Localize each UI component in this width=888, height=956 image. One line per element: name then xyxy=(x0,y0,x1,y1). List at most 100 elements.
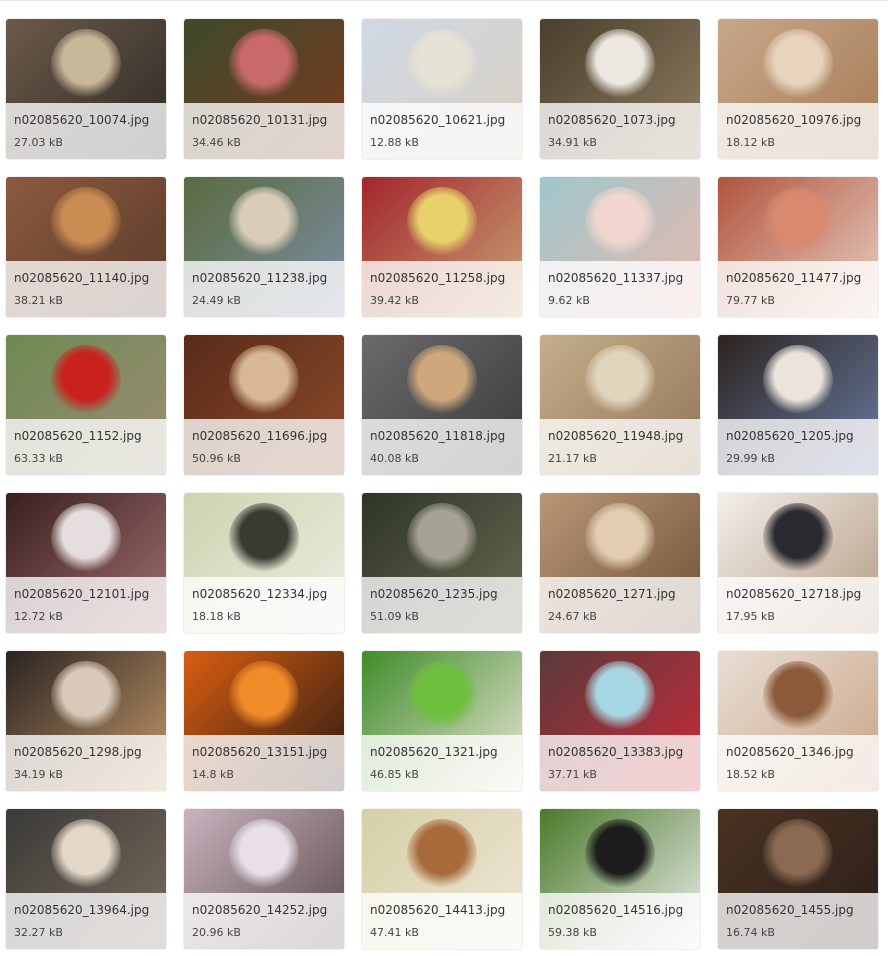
file-size: 18.18 kB xyxy=(192,610,241,623)
gallery-card[interactable]: n02085620_11477.jpg 79.77 kB xyxy=(718,177,878,317)
file-name: n02085620_10131.jpg xyxy=(192,113,328,127)
file-name: n02085620_11818.jpg xyxy=(370,429,506,443)
thumbnail-subject xyxy=(585,819,655,889)
card-caption: n02085620_1321.jpg 46.85 kB xyxy=(362,735,522,791)
gallery-card[interactable]: n02085620_1298.jpg 34.19 kB xyxy=(6,651,166,791)
card-caption: n02085620_1235.jpg 51.09 kB xyxy=(362,577,522,633)
file-name: n02085620_12101.jpg xyxy=(14,587,150,601)
card-caption: n02085620_1298.jpg 34.19 kB xyxy=(6,735,166,791)
file-name: n02085620_13383.jpg xyxy=(548,745,684,759)
file-size: 17.95 kB xyxy=(726,610,775,623)
file-size: 50.96 kB xyxy=(192,452,241,465)
thumbnail-subject xyxy=(51,29,121,99)
gallery-card[interactable]: n02085620_12334.jpg 18.18 kB xyxy=(184,493,344,633)
top-divider xyxy=(0,0,888,1)
card-caption: n02085620_11238.jpg 24.49 kB xyxy=(184,261,344,317)
card-caption: n02085620_11337.jpg 9.62 kB xyxy=(540,261,700,317)
gallery-card[interactable]: n02085620_12101.jpg 12.72 kB xyxy=(6,493,166,633)
gallery-card[interactable]: n02085620_1455.jpg 16.74 kB xyxy=(718,809,878,949)
file-name: n02085620_11696.jpg xyxy=(192,429,328,443)
file-name: n02085620_11477.jpg xyxy=(726,271,862,285)
thumbnail-subject xyxy=(51,661,121,731)
file-size: 21.17 kB xyxy=(548,452,597,465)
gallery-card[interactable]: n02085620_11948.jpg 21.17 kB xyxy=(540,335,700,475)
gallery-card[interactable]: n02085620_1205.jpg 29.99 kB xyxy=(718,335,878,475)
file-size: 24.67 kB xyxy=(548,610,597,623)
thumbnail-subject xyxy=(763,819,833,889)
file-name: n02085620_1271.jpg xyxy=(548,587,676,601)
thumbnail-subject xyxy=(407,187,477,257)
gallery-card[interactable]: n02085620_1321.jpg 46.85 kB xyxy=(362,651,522,791)
thumbnail-subject xyxy=(585,187,655,257)
gallery-card[interactable]: n02085620_13964.jpg 32.27 kB xyxy=(6,809,166,949)
thumbnail-subject xyxy=(407,345,477,415)
thumbnail-subject xyxy=(51,345,121,415)
file-name: n02085620_11238.jpg xyxy=(192,271,328,285)
file-name: n02085620_10976.jpg xyxy=(726,113,862,127)
gallery-card[interactable]: n02085620_14252.jpg 20.96 kB xyxy=(184,809,344,949)
card-caption: n02085620_14516.jpg 59.38 kB xyxy=(540,893,700,949)
thumbnail-subject xyxy=(763,29,833,99)
gallery-card[interactable]: n02085620_1152.jpg 63.33 kB xyxy=(6,335,166,475)
gallery-card[interactable]: n02085620_13383.jpg 37.71 kB xyxy=(540,651,700,791)
card-caption: n02085620_1073.jpg 34.91 kB xyxy=(540,103,700,159)
file-size: 18.12 kB xyxy=(726,136,775,149)
thumbnail-subject xyxy=(585,345,655,415)
thumbnail-subject xyxy=(407,819,477,889)
file-size: 16.74 kB xyxy=(726,926,775,939)
gallery-card[interactable]: n02085620_14413.jpg 47.41 kB xyxy=(362,809,522,949)
gallery-card[interactable]: n02085620_1073.jpg 34.91 kB xyxy=(540,19,700,159)
card-caption: n02085620_10621.jpg 12.88 kB xyxy=(362,103,522,159)
file-size: 24.49 kB xyxy=(192,294,241,307)
file-size: 37.71 kB xyxy=(548,768,597,781)
card-caption: n02085620_13383.jpg 37.71 kB xyxy=(540,735,700,791)
file-name: n02085620_14252.jpg xyxy=(192,903,328,917)
thumbnail-subject xyxy=(229,29,299,99)
file-name: n02085620_13151.jpg xyxy=(192,745,328,759)
thumbnail-subject xyxy=(229,661,299,731)
card-caption: n02085620_10131.jpg 34.46 kB xyxy=(184,103,344,159)
card-caption: n02085620_12334.jpg 18.18 kB xyxy=(184,577,344,633)
card-caption: n02085620_10074.jpg 27.03 kB xyxy=(6,103,166,159)
file-size: 38.21 kB xyxy=(14,294,63,307)
gallery-card[interactable]: n02085620_11696.jpg 50.96 kB xyxy=(184,335,344,475)
file-size: 46.85 kB xyxy=(370,768,419,781)
card-caption: n02085620_1271.jpg 24.67 kB xyxy=(540,577,700,633)
card-caption: n02085620_11818.jpg 40.08 kB xyxy=(362,419,522,475)
gallery-card[interactable]: n02085620_10621.jpg 12.88 kB xyxy=(362,19,522,159)
file-size: 51.09 kB xyxy=(370,610,419,623)
gallery-card[interactable]: n02085620_10074.jpg 27.03 kB xyxy=(6,19,166,159)
card-caption: n02085620_1152.jpg 63.33 kB xyxy=(6,419,166,475)
file-name: n02085620_1346.jpg xyxy=(726,745,854,759)
gallery-card[interactable]: n02085620_11238.jpg 24.49 kB xyxy=(184,177,344,317)
gallery-card[interactable]: n02085620_11337.jpg 9.62 kB xyxy=(540,177,700,317)
file-size: 20.96 kB xyxy=(192,926,241,939)
thumbnail-subject xyxy=(229,819,299,889)
gallery-card[interactable]: n02085620_11818.jpg 40.08 kB xyxy=(362,335,522,475)
gallery-card[interactable]: n02085620_10131.jpg 34.46 kB xyxy=(184,19,344,159)
gallery-card[interactable]: n02085620_1235.jpg 51.09 kB xyxy=(362,493,522,633)
file-name: n02085620_1321.jpg xyxy=(370,745,498,759)
gallery-card[interactable]: n02085620_13151.jpg 14.8 kB xyxy=(184,651,344,791)
thumbnail-subject xyxy=(763,661,833,731)
thumbnail-subject xyxy=(585,503,655,573)
gallery-card[interactable]: n02085620_1346.jpg 18.52 kB xyxy=(718,651,878,791)
gallery-card[interactable]: n02085620_14516.jpg 59.38 kB xyxy=(540,809,700,949)
thumbnail-subject xyxy=(407,503,477,573)
gallery-card[interactable]: n02085620_1271.jpg 24.67 kB xyxy=(540,493,700,633)
file-size: 9.62 kB xyxy=(548,294,590,307)
file-size: 27.03 kB xyxy=(14,136,63,149)
gallery-card[interactable]: n02085620_12718.jpg 17.95 kB xyxy=(718,493,878,633)
card-caption: n02085620_13151.jpg 14.8 kB xyxy=(184,735,344,791)
gallery-card[interactable]: n02085620_10976.jpg 18.12 kB xyxy=(718,19,878,159)
file-name: n02085620_12334.jpg xyxy=(192,587,328,601)
thumbnail-subject xyxy=(229,187,299,257)
file-name: n02085620_12718.jpg xyxy=(726,587,862,601)
file-name: n02085620_11140.jpg xyxy=(14,271,150,285)
file-name: n02085620_11948.jpg xyxy=(548,429,684,443)
gallery-card[interactable]: n02085620_11258.jpg 39.42 kB xyxy=(362,177,522,317)
card-caption: n02085620_10976.jpg 18.12 kB xyxy=(718,103,878,159)
file-size: 12.88 kB xyxy=(370,136,419,149)
card-caption: n02085620_13964.jpg 32.27 kB xyxy=(6,893,166,949)
gallery-card[interactable]: n02085620_11140.jpg 38.21 kB xyxy=(6,177,166,317)
